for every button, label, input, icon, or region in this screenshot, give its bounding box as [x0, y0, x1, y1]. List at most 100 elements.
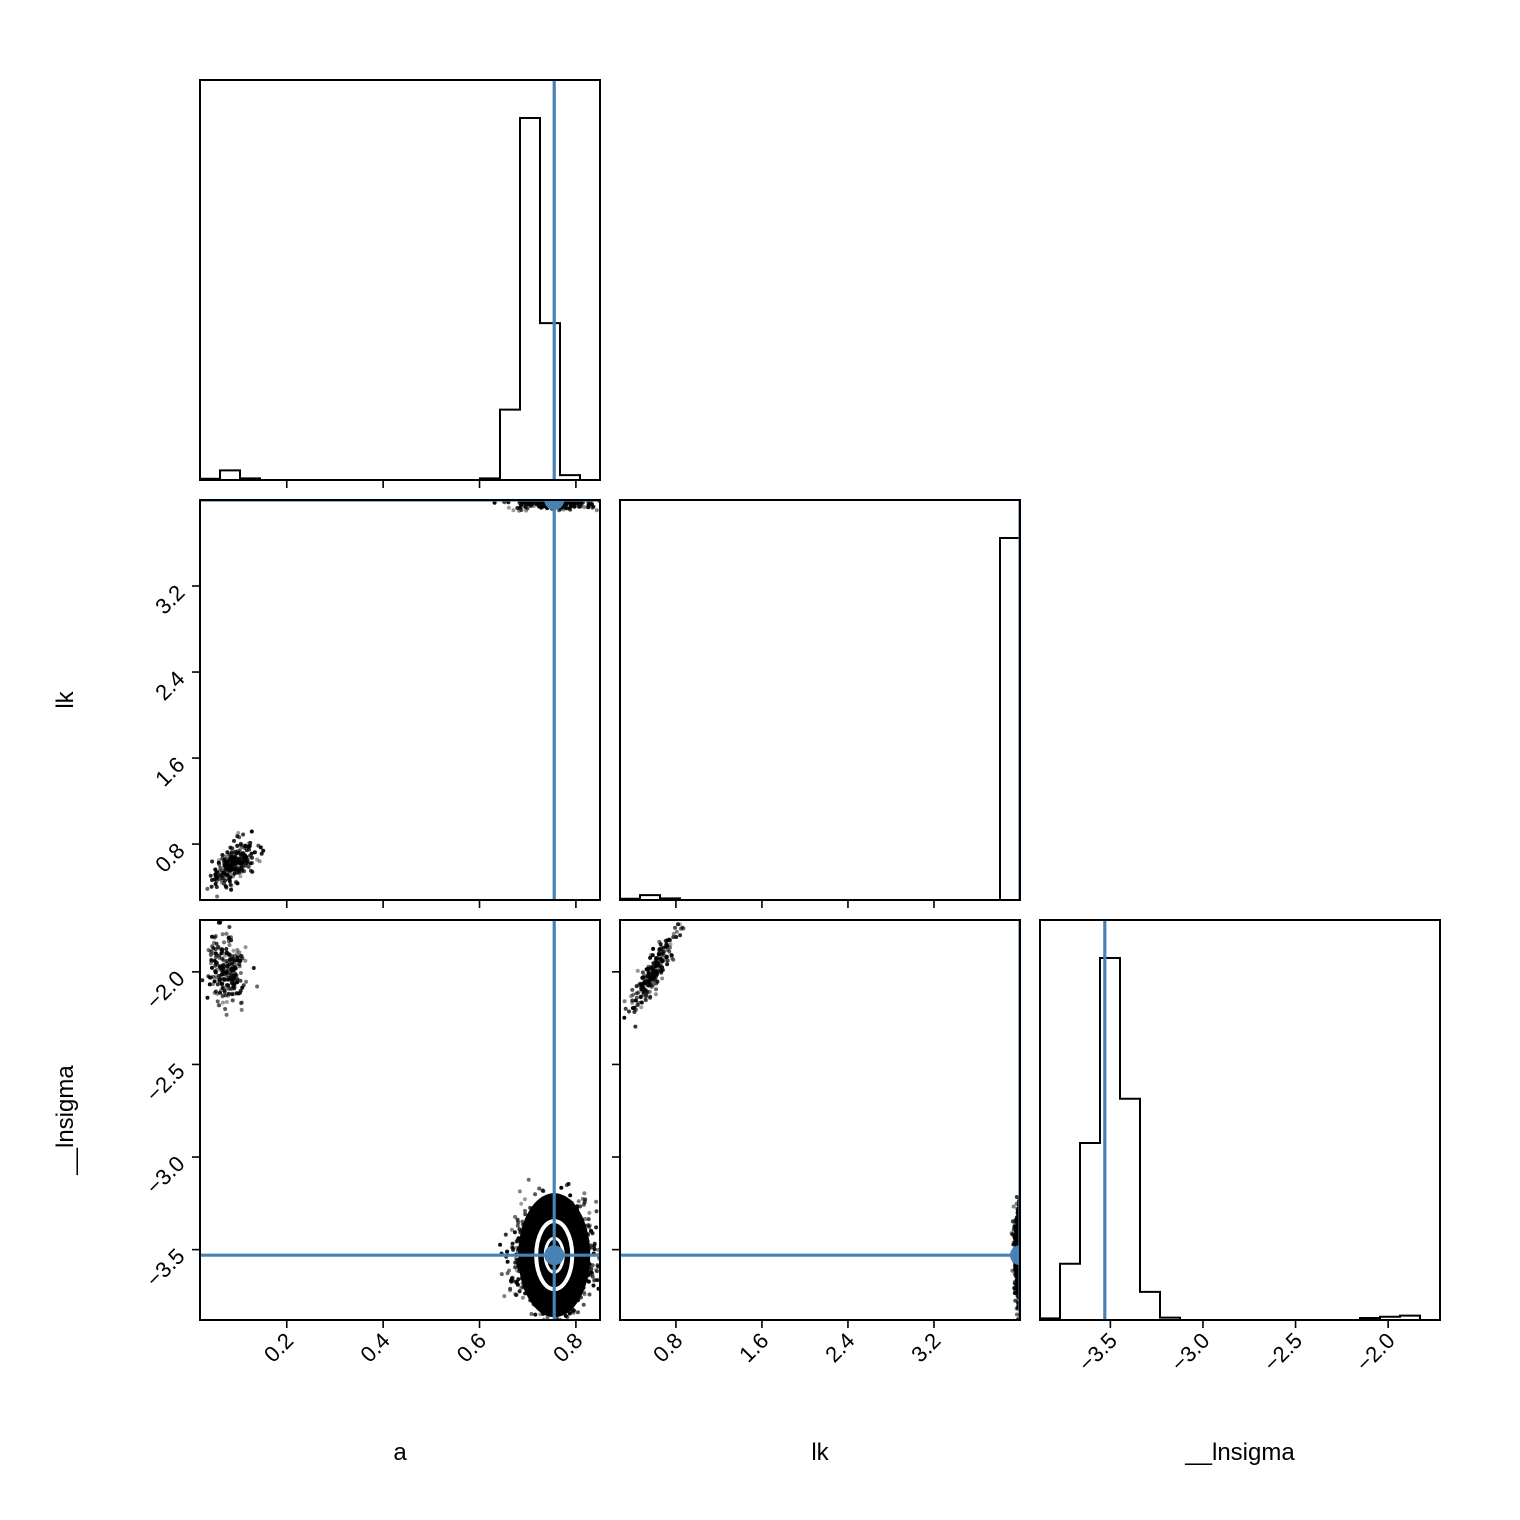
panel-scatter-a-lk — [200, 493, 607, 900]
sample-point — [639, 987, 644, 992]
sample-point — [541, 495, 545, 499]
sample-point — [214, 869, 219, 874]
x-tick-label: 0.2 — [259, 1328, 298, 1367]
sample-point — [568, 1193, 573, 1198]
sample-point — [234, 991, 239, 996]
sample-point — [235, 869, 240, 874]
sample-point — [249, 829, 254, 834]
sample-point — [216, 860, 221, 865]
sample-point — [1023, 1224, 1027, 1228]
sample-point — [247, 847, 251, 852]
sample-point — [240, 860, 245, 865]
sample-point — [536, 496, 540, 500]
sample-point — [238, 847, 243, 852]
sample-point — [250, 869, 255, 874]
sample-point — [537, 1186, 542, 1191]
sample-point — [1022, 1271, 1026, 1275]
sample-point — [215, 908, 219, 912]
sample-point — [586, 1223, 590, 1228]
sample-point — [1012, 1224, 1017, 1229]
sample-point — [220, 932, 225, 937]
sample-point — [217, 973, 221, 978]
sample-point — [217, 858, 221, 863]
sample-point — [590, 1263, 595, 1268]
sample-point — [564, 506, 569, 511]
sample-point — [531, 504, 536, 508]
sample-point — [498, 1242, 503, 1247]
truth-marker — [544, 500, 565, 510]
sample-point — [588, 500, 593, 505]
sample-point — [1019, 1324, 1023, 1328]
sample-point — [229, 865, 234, 870]
sample-point — [510, 1276, 514, 1281]
sample-point — [576, 501, 581, 506]
sample-point — [537, 495, 541, 499]
sample-point — [592, 1247, 597, 1252]
sample-point — [524, 508, 529, 513]
sample-point — [234, 880, 239, 885]
sample-point — [534, 500, 539, 505]
sample-point — [529, 1312, 534, 1316]
sample-point — [222, 965, 227, 970]
sample-point — [654, 981, 659, 986]
sample-point — [222, 977, 227, 982]
sample-point — [229, 861, 234, 866]
sample-point — [229, 887, 234, 892]
sample-point — [1021, 1284, 1025, 1288]
sample-point — [650, 971, 655, 976]
sample-point — [225, 866, 229, 871]
panel-frame-hist-lk — [619, 499, 1021, 901]
sample-point — [514, 1245, 519, 1250]
sample-point — [603, 502, 607, 506]
sample-point — [508, 1286, 513, 1291]
sample-point — [575, 1310, 580, 1315]
sample-point — [650, 953, 655, 958]
x-tick-label: −2.0 — [1351, 1328, 1399, 1376]
sample-point — [514, 1280, 519, 1284]
sample-point — [587, 1210, 592, 1215]
y-axis-label-lnsigma: __lnsigma — [52, 1065, 79, 1176]
sample-point — [225, 872, 229, 877]
sample-point — [671, 935, 676, 940]
sample-point — [570, 495, 574, 499]
sample-point — [511, 1247, 516, 1252]
sample-point — [240, 956, 245, 961]
sample-point — [238, 971, 243, 975]
sample-point — [209, 975, 214, 980]
sample-point — [653, 958, 658, 963]
x-tick-label: −3.5 — [1074, 1328, 1122, 1376]
sample-point — [633, 998, 638, 1003]
sample-point — [526, 1177, 531, 1182]
sample-point — [565, 1315, 570, 1319]
sample-point — [1021, 1216, 1025, 1220]
sample-point — [1021, 1284, 1025, 1288]
sample-point — [595, 1269, 599, 1274]
sample-point — [512, 1230, 517, 1235]
sample-point — [1009, 1231, 1014, 1236]
sample-point — [582, 1292, 587, 1297]
sample-point — [235, 834, 240, 839]
sample-point — [235, 957, 239, 962]
sample-point — [231, 956, 236, 961]
sample-point — [195, 944, 199, 948]
sample-point — [220, 853, 225, 857]
sample-point — [529, 502, 534, 507]
sample-point — [1014, 1201, 1019, 1206]
sample-point — [1022, 1257, 1026, 1261]
sample-point — [522, 1197, 527, 1202]
sample-point — [238, 866, 243, 871]
sample-point — [251, 966, 256, 970]
sample-point — [541, 493, 545, 497]
sample-point — [1023, 1209, 1027, 1213]
sample-point — [517, 1289, 522, 1294]
sample-point — [658, 962, 663, 966]
sample-point — [665, 958, 670, 963]
sample-point — [221, 1000, 225, 1005]
sample-point — [225, 969, 230, 974]
sample-point — [224, 973, 229, 978]
sample-point — [1012, 1291, 1017, 1296]
sample-point — [550, 495, 554, 499]
sample-point — [226, 935, 231, 940]
sample-point — [218, 865, 223, 870]
sample-point — [223, 1007, 228, 1011]
